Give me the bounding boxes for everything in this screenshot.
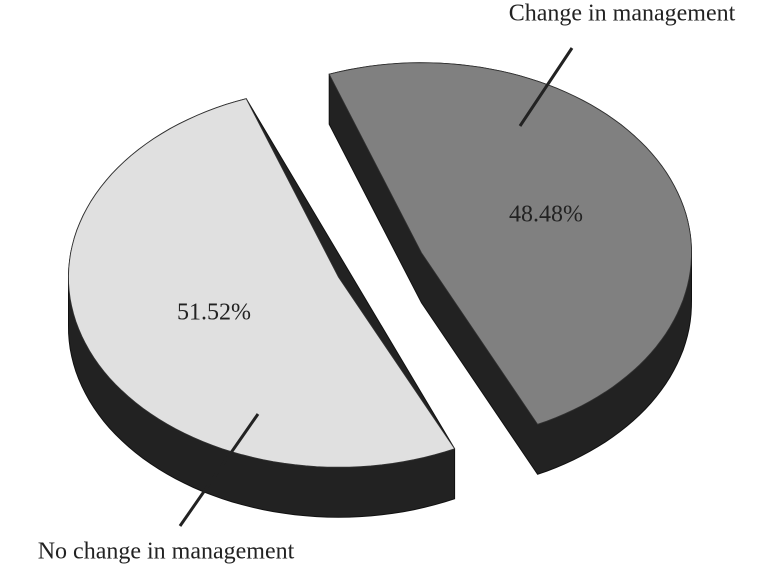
slice — [328, 62, 692, 425]
category-label: Change in management — [509, 1, 736, 27]
slice — [68, 98, 456, 468]
leader-line — [518, 47, 574, 127]
value-label: 51.52% — [177, 299, 251, 325]
leader-line — [178, 413, 260, 527]
value-label: 48.48% — [509, 202, 583, 228]
slices — [68, 62, 692, 518]
category-label: No change in management — [38, 539, 295, 565]
